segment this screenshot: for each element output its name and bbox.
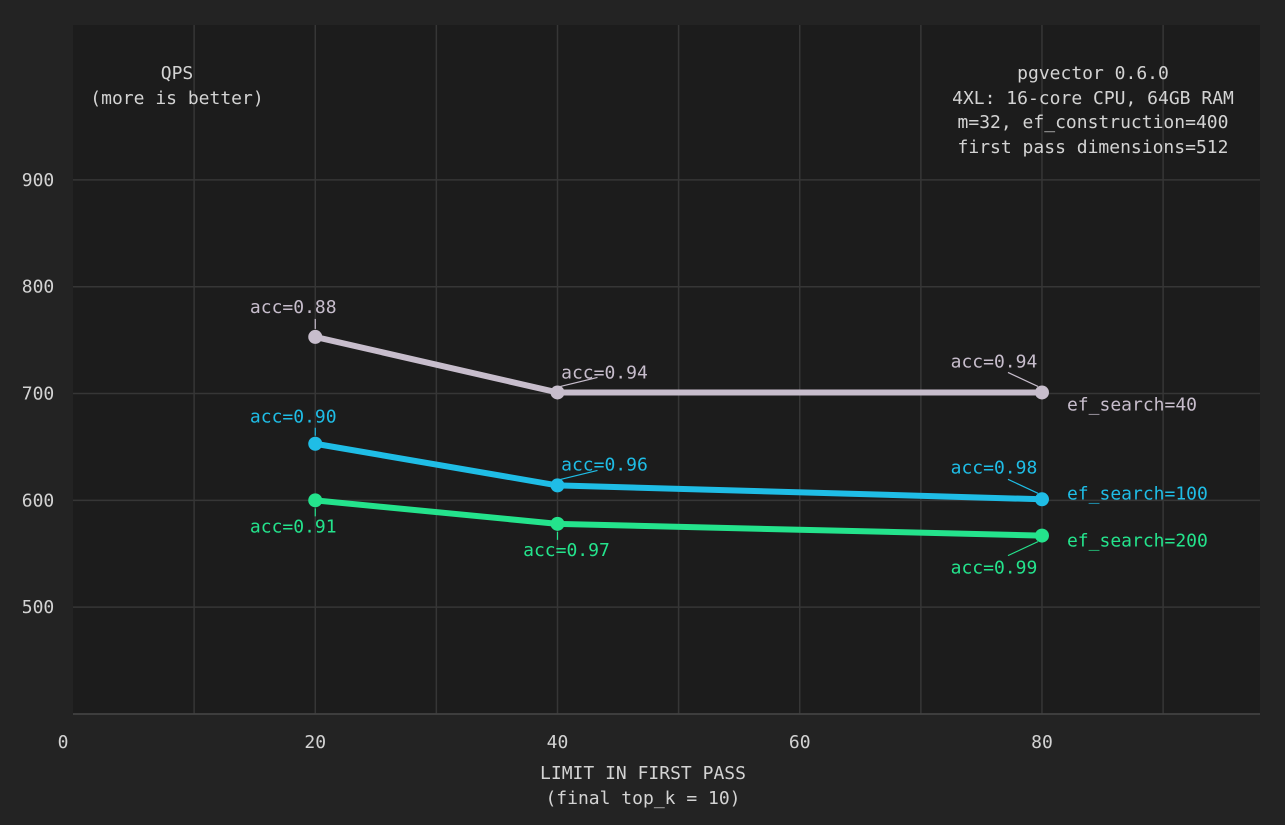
series-ef-search-100: acc=0.90 acc=0.96 acc=0.98 ef_search=100: [250, 407, 1208, 507]
series-name-label: ef_search=100: [1067, 483, 1208, 504]
data-point: [1034, 528, 1049, 543]
series-layer: acc=0.88acc=0.94acc=0.94ef_search=40acc=…: [250, 297, 1208, 579]
series-ef-search-200: acc=0.91 acc=0.97 acc=0.99 ef_search=200: [250, 493, 1208, 579]
series-ef-search-40: acc=0.88 acc=0.94 acc=0.94 ef_search=40: [250, 297, 1197, 416]
info-line-1: pgvector 0.6.0: [1017, 63, 1169, 84]
info-line-3: m=32, ef_construction=400: [958, 112, 1229, 133]
gridlines: [73, 25, 1260, 715]
annotation-leader: [1007, 478, 1039, 494]
annotation-leader: [560, 469, 598, 480]
info-line-4: first pass dimensions=512: [958, 137, 1229, 158]
y-tick-label: 900: [22, 170, 55, 191]
accuracy-label: acc=0.88: [250, 297, 337, 318]
accuracy-label: acc=0.97: [523, 540, 610, 561]
chart-title: QPS: [161, 63, 194, 84]
accuracy-label: acc=0.90: [250, 407, 337, 428]
accuracy-label: acc=0.96: [561, 454, 648, 475]
info-line-2: 4XL: 16-core CPU, 64GB RAM: [952, 88, 1234, 109]
data-point: [550, 478, 565, 493]
data-point: [1034, 492, 1049, 507]
annotation-leader: [1007, 371, 1039, 388]
chart-subtitle: (more is better): [90, 88, 263, 109]
data-point: [308, 436, 323, 451]
x-tick-label: 40: [547, 732, 569, 753]
accuracy-label: acc=0.94: [561, 362, 648, 383]
series-name-label: ef_search=40: [1067, 394, 1197, 415]
annotation-leader: [1007, 541, 1039, 557]
data-point: [550, 385, 565, 400]
y-tick-label: 600: [22, 490, 55, 511]
x-tick-label: 20: [304, 732, 326, 753]
data-point: [1034, 385, 1049, 400]
annotation-leader: [560, 376, 598, 388]
data-point: [308, 329, 323, 344]
plot-area: [73, 25, 1260, 714]
axes: 0 20 40 60 80 500 600 700 800 900: [22, 170, 1260, 753]
accuracy-label: acc=0.98: [951, 457, 1038, 478]
x-axis-sublabel: (final top_k = 10): [545, 788, 740, 809]
data-point: [308, 493, 323, 508]
accuracy-label: acc=0.99: [951, 558, 1038, 579]
x-tick-label: 0: [58, 732, 69, 753]
accuracy-label: acc=0.91: [250, 516, 337, 537]
series-name-label: ef_search=200: [1067, 531, 1208, 552]
accuracy-label: acc=0.94: [951, 351, 1038, 372]
y-tick-label: 700: [22, 384, 55, 405]
x-tick-label: 60: [789, 732, 811, 753]
y-tick-label: 800: [22, 277, 55, 298]
y-tick-label: 500: [22, 597, 55, 618]
x-axis-label: LIMIT IN FIRST PASS: [540, 763, 746, 784]
data-point: [550, 516, 565, 531]
x-tick-label: 80: [1031, 732, 1053, 753]
